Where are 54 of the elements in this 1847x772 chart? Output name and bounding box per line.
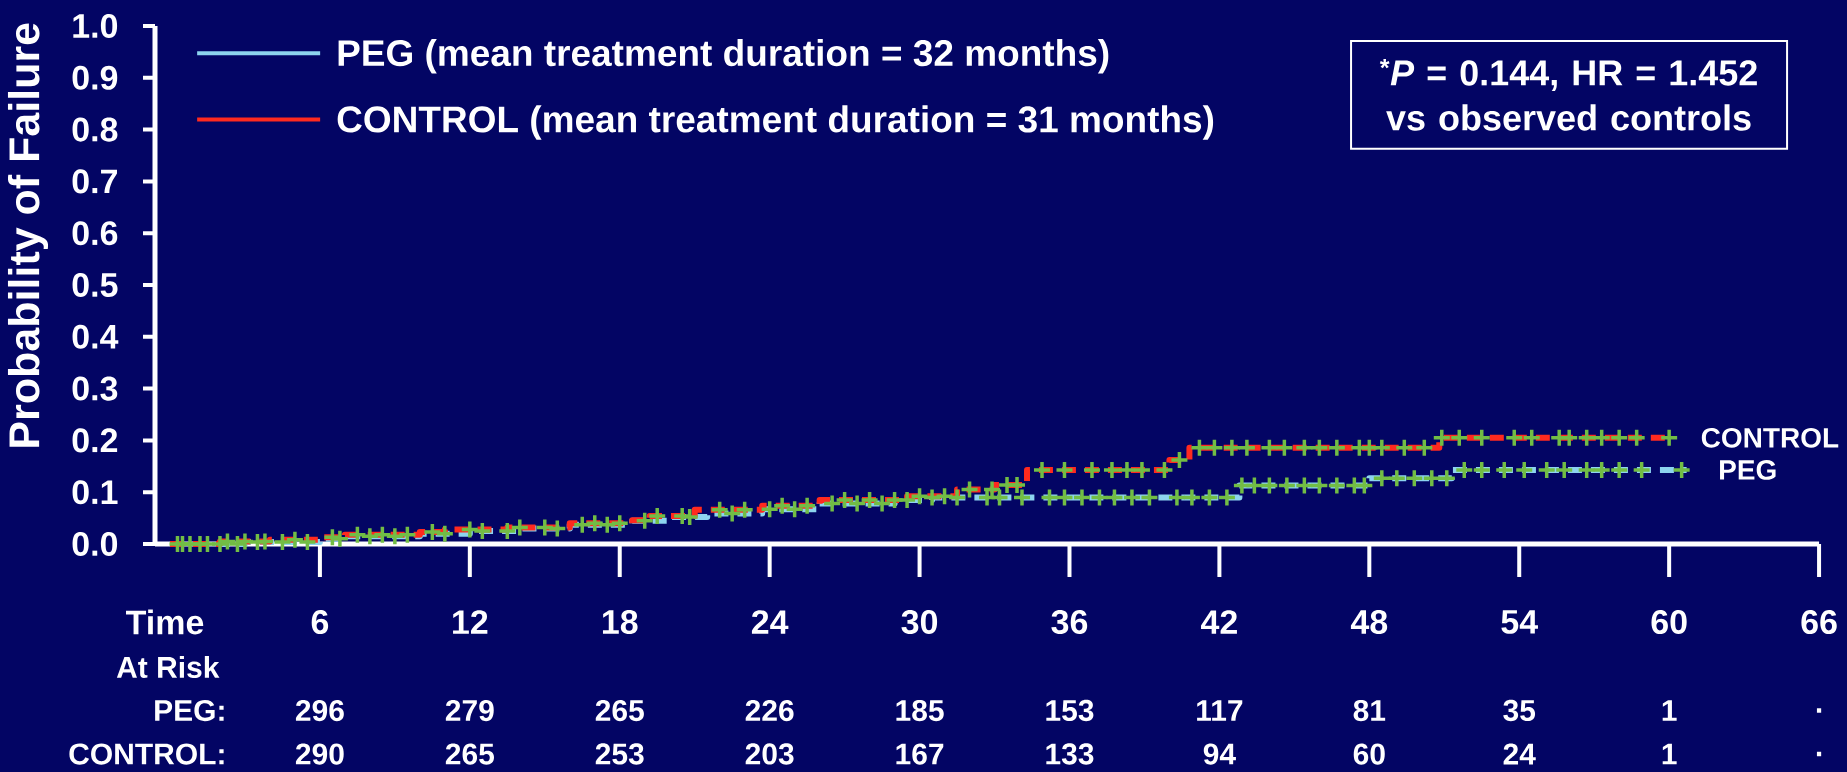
- text: .: [1816, 751, 1822, 757]
- text: 133: [1046, 743, 1094, 765]
- text: 117: [1197, 700, 1243, 721]
- text: 24: [1503, 743, 1536, 765]
- y-tick-label: 0.1: [72, 480, 118, 505]
- annotation: $^{*}$P = 0.144, HR = 1.452 vs observed controls: [1379, 58, 1757, 131]
- legend-label: PEG (mean treatment duration = 32 months): [338, 39, 1109, 74]
- x-tick-label: 36: [1051, 609, 1088, 635]
- text: 296: [295, 699, 344, 722]
- y-tick-label: 0.7: [72, 169, 117, 194]
- x-tick-label: 54: [1501, 610, 1538, 634]
- text: 226: [745, 699, 794, 722]
- x-tick-label: 30: [901, 609, 938, 635]
- x-tick-label: 60: [1651, 609, 1687, 635]
- y-tick-label: 0.6: [72, 221, 118, 246]
- y-tick-label: 0.8: [72, 117, 118, 142]
- text: .: [1816, 708, 1822, 713]
- y-tick-label: 0.9: [72, 65, 118, 90]
- text: At Risk: [116, 655, 220, 679]
- x-tick-label: 66: [1801, 609, 1837, 635]
- annotation: CONTROL: [1701, 427, 1839, 448]
- legend-label: CONTROL (mean treatment duration = 31 months): [337, 105, 1214, 140]
- x-axis-title: Time: [126, 609, 204, 635]
- x-tick-label: 42: [1201, 610, 1237, 634]
- text: 35: [1503, 699, 1536, 722]
- annotation: PEG: [1720, 460, 1776, 480]
- y-tick-label: 1.0: [73, 13, 118, 39]
- y-tick-label: 0.0: [72, 531, 118, 557]
- y-tick-label: 0.4: [72, 324, 119, 349]
- x-tick-label: 18: [602, 609, 638, 635]
- text: PEG:: [155, 699, 224, 722]
- text: 265: [445, 743, 494, 765]
- text: 1: [1662, 743, 1677, 765]
- text: 185: [896, 699, 944, 722]
- x-tick-label: 24: [751, 610, 789, 634]
- text: 253: [595, 743, 644, 765]
- text: 60: [1353, 743, 1385, 765]
- y-tick-label: 0.5: [72, 272, 118, 298]
- text: 1: [1662, 700, 1677, 721]
- text: 265: [595, 699, 644, 722]
- x-tick-label: 48: [1350, 609, 1388, 635]
- y-axis-title: Probability of Failure: [7, 23, 49, 447]
- x-tick-label: 6: [311, 609, 329, 635]
- text: 203: [745, 743, 794, 765]
- text: 290: [295, 743, 344, 765]
- y-tick-label: 0.2: [72, 428, 118, 453]
- text: 279: [445, 699, 494, 722]
- x-tick-label: 12: [453, 610, 488, 634]
- text: CONTROL:: [69, 743, 224, 765]
- text: 94: [1203, 743, 1236, 765]
- text: 81: [1353, 699, 1386, 722]
- text: 153: [1046, 699, 1094, 722]
- y-tick-label: 0.3: [72, 376, 118, 401]
- text: 167: [896, 743, 944, 765]
